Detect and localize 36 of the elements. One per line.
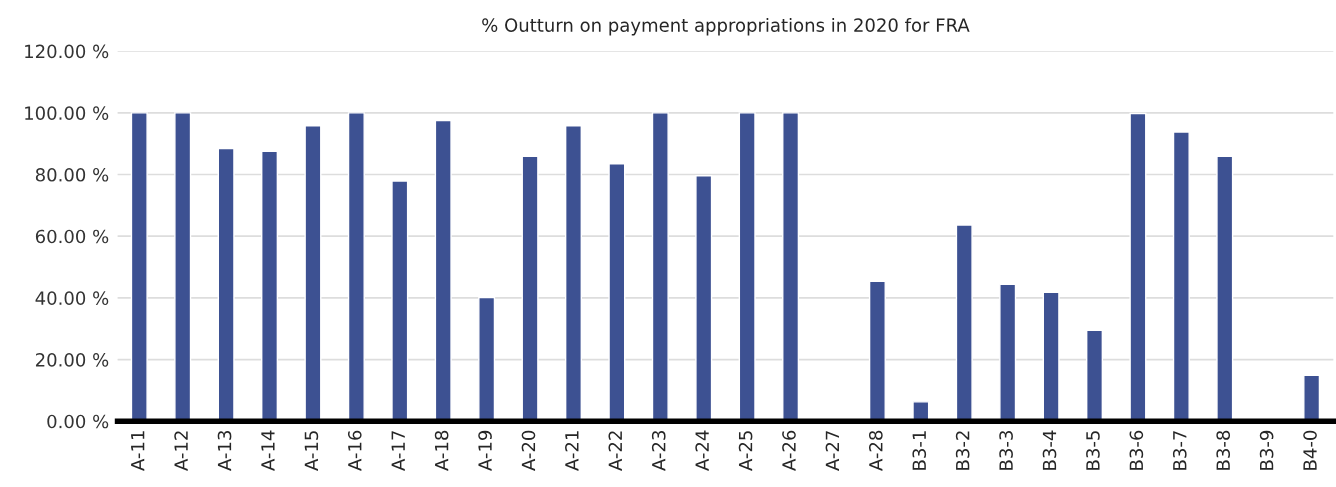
x-tick-label: A-28 [869, 430, 883, 471]
x-tick-label: A-22 [608, 431, 622, 471]
x-tick-label: B4-0 [1303, 430, 1317, 470]
x-tick-label: B3-4 [1042, 430, 1057, 470]
y-tick-label: 20.00 % [35, 353, 109, 367]
y-tick-label: 100.00 % [25, 106, 109, 120]
x-tick-label: A-27 [825, 431, 839, 471]
x-tick-label: B3-7 [1172, 431, 1187, 470]
y-tick-label: 120.00 % [25, 44, 109, 59]
y-tick-label: 60.00 % [35, 229, 109, 244]
x-tick-label: B3-6 [1129, 430, 1144, 470]
y-tick-label: 80.00 % [35, 167, 109, 182]
x-tick-label: A-20 [521, 430, 536, 471]
x-tick-label: A-17 [391, 431, 405, 471]
x-tick-label: A-15 [304, 431, 319, 471]
x-tick-label: A-25 [738, 431, 753, 471]
x-tick-label: A-13 [217, 431, 232, 471]
x-tick-label: A-24 [695, 430, 709, 471]
x-tick-label: A-16 [347, 430, 362, 471]
x-tick-label: B3-5 [1086, 431, 1100, 470]
x-tick-label: B3-3 [999, 431, 1013, 470]
y-tick-label: 40.00 % [35, 291, 109, 305]
x-tick-label: A-18 [434, 430, 449, 471]
x-tick-label: B3-2 [955, 431, 970, 470]
x-tick-label: A-21 [565, 431, 579, 471]
x-tick-label: B3-1 [912, 431, 927, 470]
x-tick-label: A-11 [131, 431, 145, 471]
chart-title: % Outturn on payment appropriations in 2020 for FRA [482, 17, 970, 36]
x-tick-label: A-12 [174, 431, 188, 471]
x-tick-label: A-26 [782, 430, 796, 471]
x-tick-label: A-19 [478, 430, 492, 471]
y-tick-label: 0.00 % [47, 414, 109, 429]
x-tick-label: A-14 [261, 430, 275, 471]
x-tick-label: B3-9 [1259, 430, 1274, 470]
x-tick-label: A-23 [651, 431, 666, 471]
x-tick-label: B3-8 [1216, 430, 1231, 470]
